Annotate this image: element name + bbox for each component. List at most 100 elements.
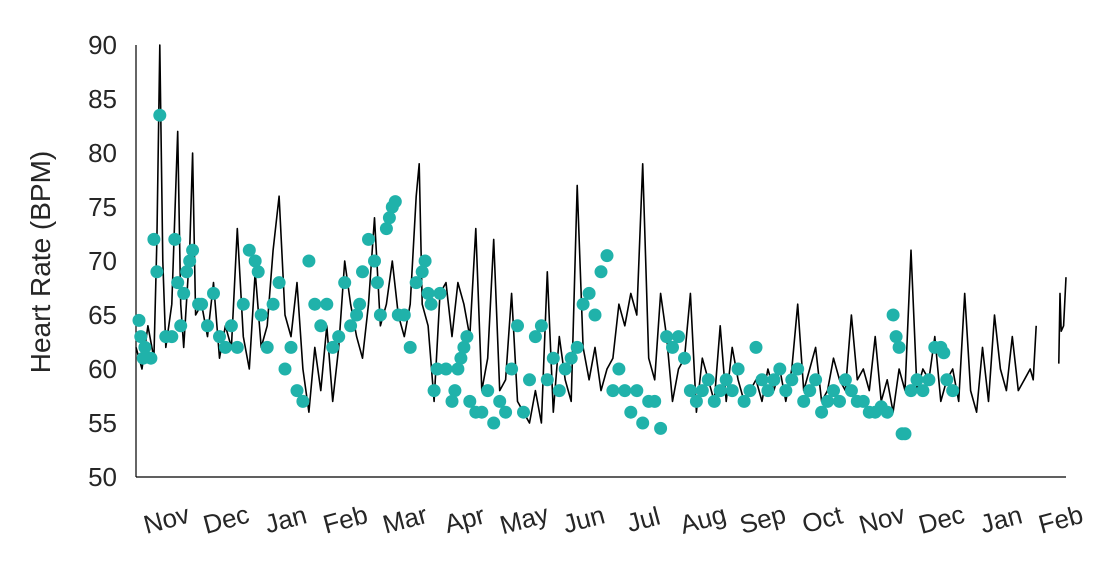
heart-rate-line bbox=[1058, 277, 1067, 364]
x-tick-label: Nov bbox=[856, 499, 908, 540]
x-tick-label: Aug bbox=[677, 499, 729, 540]
highlight-point bbox=[552, 384, 566, 398]
highlight-point bbox=[171, 276, 185, 290]
highlight-point bbox=[132, 313, 146, 327]
highlight-point bbox=[570, 340, 584, 354]
y-tick-label: 70 bbox=[88, 246, 117, 276]
highlight-point bbox=[725, 384, 739, 398]
highlight-point bbox=[382, 211, 396, 225]
highlight-point bbox=[251, 265, 265, 279]
highlight-point bbox=[937, 346, 951, 360]
highlight-point bbox=[230, 340, 244, 354]
highlight-point bbox=[254, 308, 268, 322]
highlight-point bbox=[439, 362, 453, 376]
highlight-point bbox=[546, 351, 560, 365]
highlight-point bbox=[248, 254, 262, 268]
highlight-point bbox=[827, 384, 840, 398]
highlight-point bbox=[242, 243, 256, 257]
x-tick-label: Feb bbox=[320, 499, 371, 540]
highlight-point bbox=[427, 384, 441, 398]
highlight-point bbox=[430, 362, 444, 376]
highlight-point bbox=[922, 373, 936, 387]
x-tick-label: Nov bbox=[140, 499, 192, 540]
highlight-point bbox=[260, 340, 274, 354]
highlight-point bbox=[183, 254, 197, 268]
highlight-point bbox=[195, 297, 209, 311]
highlight-point bbox=[168, 232, 182, 246]
highlight-point bbox=[457, 340, 471, 354]
highlight-point bbox=[791, 362, 805, 376]
highlight-point bbox=[523, 373, 536, 387]
highlight-point bbox=[630, 384, 644, 398]
x-tick-label: Apr bbox=[441, 499, 488, 539]
highlight-point bbox=[153, 108, 167, 122]
highlight-point bbox=[594, 265, 608, 279]
highlight-point bbox=[779, 384, 793, 398]
highlight-point bbox=[636, 416, 650, 430]
highlight-point bbox=[418, 254, 432, 268]
highlight-point bbox=[654, 421, 668, 435]
highlight-point bbox=[833, 394, 846, 408]
highlight-point bbox=[460, 330, 474, 344]
highlight-point bbox=[177, 286, 191, 300]
highlight-point bbox=[296, 394, 310, 408]
highlight-point bbox=[660, 330, 674, 344]
highlight-point bbox=[326, 340, 340, 354]
highlight-point bbox=[415, 265, 429, 279]
highlight-point bbox=[707, 394, 721, 408]
highlight-point bbox=[272, 276, 286, 290]
highlight-point bbox=[886, 308, 900, 322]
x-tick-label: Dec bbox=[200, 499, 252, 540]
highlight-point bbox=[165, 330, 179, 344]
highlight-point bbox=[308, 297, 322, 311]
highlight-point bbox=[576, 297, 590, 311]
highlight-point bbox=[880, 405, 894, 419]
highlight-point bbox=[302, 254, 316, 268]
y-tick-label: 85 bbox=[88, 84, 117, 114]
highlight-point bbox=[695, 384, 709, 398]
y-tick-label: 90 bbox=[88, 30, 117, 60]
x-tick-label: Jan bbox=[262, 499, 310, 539]
highlight-point bbox=[368, 254, 381, 268]
highlight-point bbox=[266, 297, 280, 311]
highlight-point bbox=[517, 405, 530, 419]
highlight-point bbox=[838, 373, 852, 387]
x-tick-label: Feb bbox=[1035, 499, 1086, 540]
y-tick-label: 80 bbox=[88, 138, 117, 168]
highlight-point bbox=[186, 243, 200, 257]
highlight-point bbox=[624, 405, 638, 419]
highlight-point bbox=[889, 330, 903, 344]
x-tick-label: Jun bbox=[560, 499, 608, 539]
highlight-point bbox=[350, 308, 364, 322]
highlight-point bbox=[180, 265, 194, 279]
highlight-point bbox=[499, 405, 513, 419]
highlight-point bbox=[558, 362, 572, 376]
highlight-point bbox=[940, 373, 954, 387]
highlight-point bbox=[612, 362, 626, 376]
highlight-point bbox=[773, 362, 787, 376]
y-tick-label: 50 bbox=[88, 462, 117, 492]
highlight-point bbox=[892, 340, 906, 354]
highlight-point bbox=[218, 340, 232, 354]
highlight-point bbox=[701, 373, 715, 387]
highlight-point bbox=[648, 394, 662, 408]
highlight-point bbox=[689, 394, 703, 408]
heart-rate-line bbox=[135, 44, 1037, 424]
highlight-point bbox=[379, 222, 393, 236]
highlight-point bbox=[606, 384, 620, 398]
x-tick-labels: Nov Dec Jan Feb Mar Apr May Jun Jul Aug Sep Oct Nov D… bbox=[140, 498, 1086, 540]
highlight-point bbox=[373, 308, 387, 322]
highlight-point bbox=[749, 340, 763, 354]
x-tick-label: Sep bbox=[736, 499, 788, 540]
highlight-point bbox=[433, 286, 447, 300]
highlight-point bbox=[797, 394, 811, 408]
highlight-point bbox=[150, 265, 164, 279]
highlight-point bbox=[224, 319, 238, 333]
highlight-point bbox=[511, 319, 524, 333]
highlight-point bbox=[916, 384, 930, 398]
highlight-point bbox=[821, 394, 834, 408]
highlight-point bbox=[278, 362, 292, 376]
highlight-point bbox=[448, 384, 462, 398]
highlight-point bbox=[353, 297, 367, 311]
